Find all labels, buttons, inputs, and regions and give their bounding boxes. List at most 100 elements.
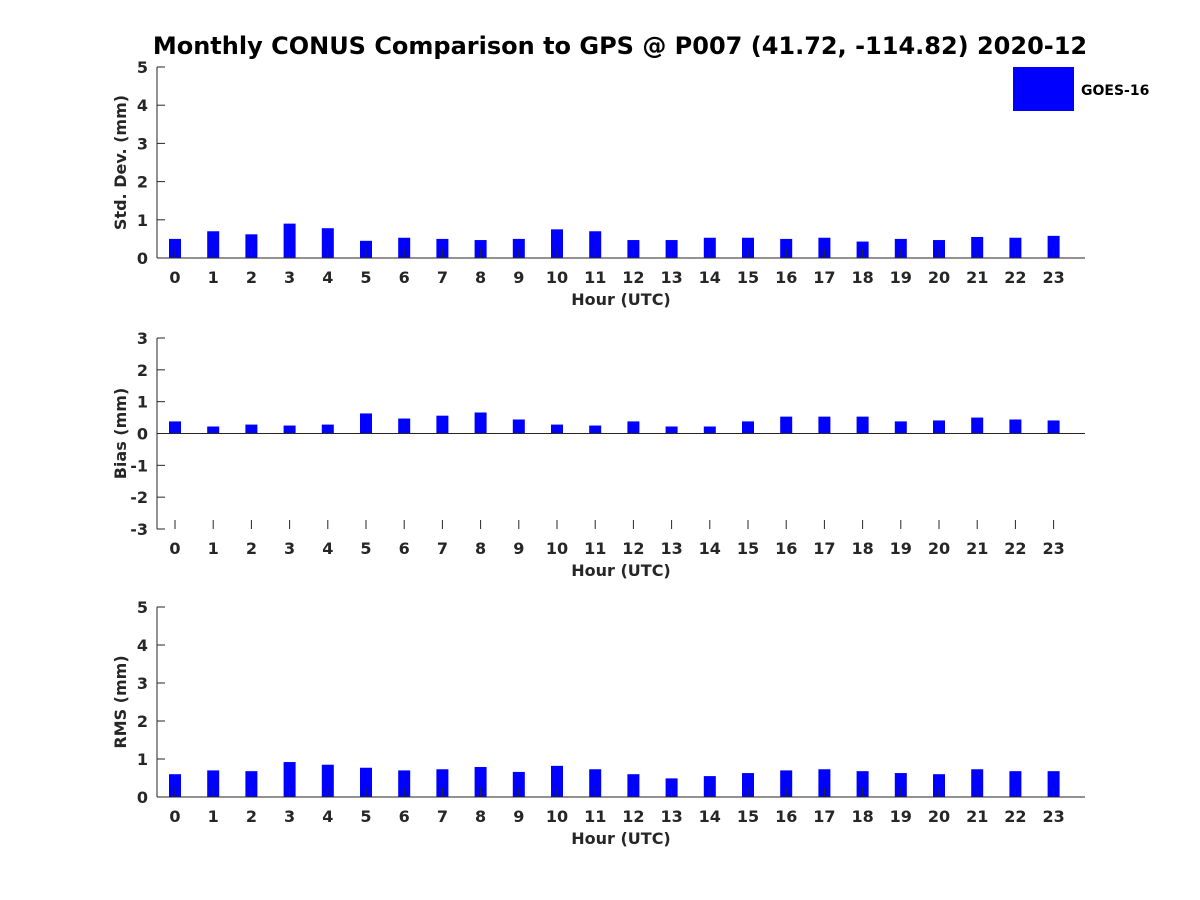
std-dev-x-tick-label: 21 [966,268,988,287]
std-dev-x-tick-label: 19 [890,268,912,287]
std-dev-y-tick-label: 3 [137,134,148,153]
bias-bar-15 [742,421,754,434]
rms-x-tick-label: 21 [966,807,988,826]
std-dev-bar-15 [742,237,754,258]
rms-x-tick-label: 22 [1004,807,1026,826]
rms-bar-9 [512,771,525,797]
bias-x-axis-label: Hour (UTC) [571,561,671,580]
std-dev-x-tick-label: 1 [208,268,219,287]
rms-bar-7 [436,769,449,797]
bias-x-tick-label: 16 [775,539,797,558]
std-dev-x-tick-label: 11 [584,268,606,287]
bias-y-tick-label: -1 [130,456,148,475]
std-dev-bar-2 [245,234,258,258]
bias-x-tick-label: 6 [399,539,410,558]
std-dev-bar-17 [818,237,831,258]
rms-x-tick-label: 9 [513,807,524,826]
std-dev-x-tick-label: 17 [813,268,835,287]
rms-x-tick-label: 8 [475,807,486,826]
rms-y-tick-label: 4 [137,636,148,655]
rms-bar-21 [971,769,984,797]
legend-label-goes-16: GOES-16 [1081,83,1149,99]
rms-x-axis-label: Hour (UTC) [571,829,671,848]
std-dev-x-tick-label: 20 [928,268,950,287]
rms-bar-14 [703,776,716,797]
bias-y-tick-label: -3 [130,520,148,539]
rms-bar-4 [321,764,334,797]
rms-x-tick-label: 15 [737,807,759,826]
rms-x-tick-label: 6 [399,807,410,826]
bias-x-tick-label: 3 [284,539,295,558]
rms-bar-1 [207,770,220,797]
std-dev-y-tick-label: 0 [137,249,148,268]
bias-x-tick-label: 22 [1004,539,1026,558]
bias-x-tick-label: 12 [622,539,644,558]
bias-bar-5 [360,413,372,434]
rms-bar-8 [474,766,487,797]
rms-bar-5 [360,767,372,797]
std-dev-y-axis-label: Std. Dev. (mm) [111,95,130,230]
std-dev-x-tick-label: 3 [284,268,295,287]
rms-bar-20 [933,774,945,797]
rms-bar-2 [245,771,258,797]
std-dev-x-tick-label: 18 [851,268,873,287]
rms-x-tick-label: 23 [1042,807,1064,826]
bias-bar-9 [512,419,525,434]
bias-x-tick-label: 21 [966,539,988,558]
std-dev-bar-19 [894,238,907,258]
rms-x-tick-label: 7 [437,807,448,826]
bias-bar-4 [321,424,334,434]
std-dev-bar-7 [436,238,449,258]
std-dev-bar-4 [321,228,334,258]
bias-bar-8 [474,412,487,434]
std-dev-x-tick-label: 0 [169,268,180,287]
bias-y-tick-label: 1 [137,393,148,412]
bias-bar-10 [551,424,563,434]
bias-bar-0 [169,421,181,434]
rms-x-tick-label: 19 [890,807,912,826]
rms-bar-12 [627,774,640,797]
rms-x-tick-label: 5 [360,807,371,826]
rms-bar-13 [665,778,678,797]
bias-bar-17 [818,416,831,434]
rms-bar-3 [283,762,296,797]
std-dev-x-tick-label: 5 [360,268,371,287]
std-dev-bar-11 [589,231,602,258]
bias-bar-16 [780,416,793,434]
rms-x-tick-label: 14 [699,807,721,826]
bias-x-tick-label: 9 [513,539,524,558]
std-dev-x-tick-label: 22 [1004,268,1026,287]
bias-x-tick-label: 5 [360,539,371,558]
rms-bar-10 [551,765,563,797]
std-dev-bar-23 [1047,235,1060,258]
bias-x-tick-label: 8 [475,539,486,558]
std-dev-bar-0 [169,238,181,258]
std-dev-x-tick-label: 6 [399,268,410,287]
bias-bar-14 [703,426,716,434]
std-dev-x-tick-label: 8 [475,268,486,287]
std-dev-x-tick-label: 4 [322,268,333,287]
rms-y-tick-label: 5 [137,598,148,617]
rms-bar-11 [589,769,602,797]
bias-x-tick-label: 15 [737,539,759,558]
std-dev-x-tick-label: 16 [775,268,797,287]
std-dev-bar-14 [703,237,716,258]
bias-bar-13 [665,426,678,434]
rms-x-tick-label: 10 [546,807,568,826]
std-dev-x-tick-label: 13 [660,268,682,287]
std-dev-x-tick-label: 2 [246,268,257,287]
bias-y-tick-label: 3 [137,329,148,348]
std-dev-x-tick-label: 7 [437,268,448,287]
rms-x-tick-label: 13 [660,807,682,826]
bias-bar-7 [436,415,449,434]
bias-y-tick-label: -2 [130,488,148,507]
std-dev-y-tick-label: 2 [137,173,148,192]
rms-bar-19 [894,773,907,797]
legend-swatch-goes-16 [1013,67,1074,111]
bias-y-tick-label: 0 [137,425,148,444]
std-dev-y-tick-label: 1 [137,211,148,230]
rms-bar-17 [818,769,831,797]
std-dev-bar-10 [551,229,563,258]
